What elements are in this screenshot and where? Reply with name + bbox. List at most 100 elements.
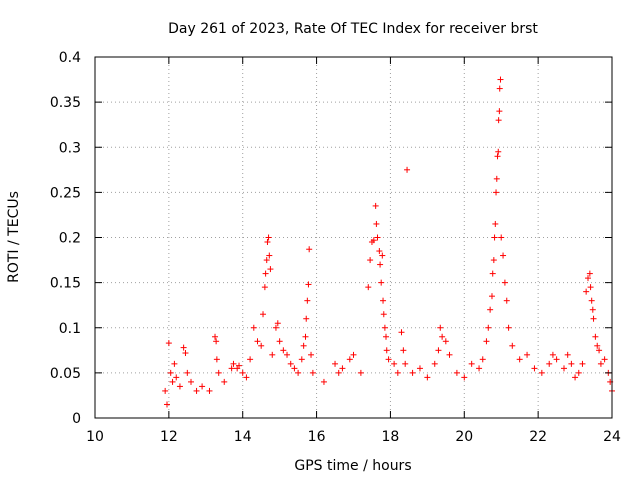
data-point bbox=[309, 369, 316, 376]
data-point bbox=[549, 351, 556, 358]
data-point bbox=[402, 360, 409, 367]
data-point bbox=[584, 275, 591, 282]
data-point bbox=[213, 356, 220, 363]
data-point bbox=[305, 281, 312, 288]
data-point bbox=[243, 374, 250, 381]
data-point bbox=[264, 239, 271, 246]
data-point bbox=[266, 252, 273, 259]
data-point bbox=[374, 234, 381, 241]
data-point bbox=[372, 202, 379, 209]
data-point bbox=[398, 329, 405, 336]
data-point bbox=[505, 324, 512, 331]
data-point bbox=[230, 360, 237, 367]
data-point bbox=[380, 311, 387, 318]
data-point bbox=[489, 270, 496, 277]
data-point bbox=[524, 351, 531, 358]
data-point bbox=[291, 365, 298, 372]
data-point bbox=[461, 374, 468, 381]
data-point bbox=[572, 374, 579, 381]
grid bbox=[95, 57, 612, 418]
y-tick-label: 0.3 bbox=[59, 140, 81, 156]
data-point bbox=[493, 175, 500, 182]
data-point bbox=[494, 153, 501, 160]
data-point bbox=[501, 279, 508, 286]
data-point bbox=[295, 369, 302, 376]
data-point bbox=[298, 356, 305, 363]
data-point bbox=[339, 365, 346, 372]
data-point bbox=[215, 369, 222, 376]
data-point bbox=[302, 333, 309, 340]
data-point bbox=[495, 148, 502, 155]
data-point bbox=[546, 360, 553, 367]
data-point bbox=[213, 338, 220, 345]
data-point bbox=[437, 324, 444, 331]
data-point bbox=[212, 333, 219, 340]
data-point bbox=[176, 383, 183, 390]
data-point bbox=[306, 246, 313, 253]
data-point bbox=[592, 333, 599, 340]
data-point bbox=[250, 324, 257, 331]
data-point bbox=[495, 117, 502, 124]
data-point bbox=[479, 356, 486, 363]
tick-labels: 10 12 14 16 18 20 22 24 0 0.05 0.1 0.15 0.2 0.25 0.3 0.… bbox=[50, 50, 621, 445]
data-point bbox=[182, 350, 189, 357]
data-point bbox=[260, 311, 267, 318]
data-point bbox=[500, 252, 507, 259]
x-tick-label: 10 bbox=[86, 429, 104, 445]
data-point bbox=[588, 297, 595, 304]
data-point bbox=[380, 297, 387, 304]
data-point bbox=[538, 369, 545, 376]
y-tick-label: 0.05 bbox=[50, 366, 81, 382]
data-point bbox=[385, 356, 392, 363]
data-point bbox=[492, 220, 499, 227]
data-point bbox=[590, 315, 597, 322]
data-point bbox=[272, 324, 279, 331]
data-point bbox=[485, 324, 492, 331]
data-point bbox=[335, 369, 342, 376]
data-point bbox=[442, 338, 449, 345]
data-point bbox=[496, 108, 503, 115]
data-point bbox=[491, 234, 498, 241]
data-point bbox=[308, 351, 315, 358]
x-axis-label: GPS time / hours bbox=[294, 458, 411, 474]
data-point bbox=[274, 320, 281, 327]
data-point bbox=[381, 324, 388, 331]
y-axis-label: ROTI / TECUs bbox=[6, 191, 22, 283]
data-point bbox=[553, 356, 560, 363]
data-point bbox=[383, 347, 390, 354]
data-point bbox=[280, 347, 287, 354]
data-point bbox=[365, 284, 372, 291]
data-point bbox=[488, 293, 495, 300]
data-point bbox=[424, 374, 431, 381]
data-point bbox=[357, 369, 364, 376]
data-point bbox=[164, 401, 171, 408]
data-point bbox=[247, 356, 254, 363]
data-point bbox=[446, 351, 453, 358]
data-point bbox=[400, 347, 407, 354]
data-point bbox=[373, 220, 380, 227]
x-tick-label: 20 bbox=[455, 429, 473, 445]
data-point bbox=[254, 338, 261, 345]
data-point bbox=[350, 351, 357, 358]
data-point bbox=[284, 351, 291, 358]
data-point bbox=[490, 257, 497, 264]
data-point bbox=[228, 365, 235, 372]
data-point bbox=[276, 338, 283, 345]
x-tick-label: 18 bbox=[382, 429, 400, 445]
data-point bbox=[262, 270, 269, 277]
data-point bbox=[300, 342, 307, 349]
data-point bbox=[483, 338, 490, 345]
data-point bbox=[173, 374, 180, 381]
x-tick-label: 12 bbox=[160, 429, 178, 445]
data-point bbox=[261, 284, 268, 291]
data-point bbox=[594, 342, 601, 349]
data-point bbox=[332, 360, 339, 367]
data-point bbox=[601, 356, 608, 363]
data-point bbox=[169, 378, 176, 385]
data-point bbox=[503, 297, 510, 304]
data-point bbox=[404, 166, 411, 173]
data-point bbox=[575, 369, 582, 376]
data-point bbox=[579, 360, 586, 367]
data-point bbox=[496, 85, 503, 92]
